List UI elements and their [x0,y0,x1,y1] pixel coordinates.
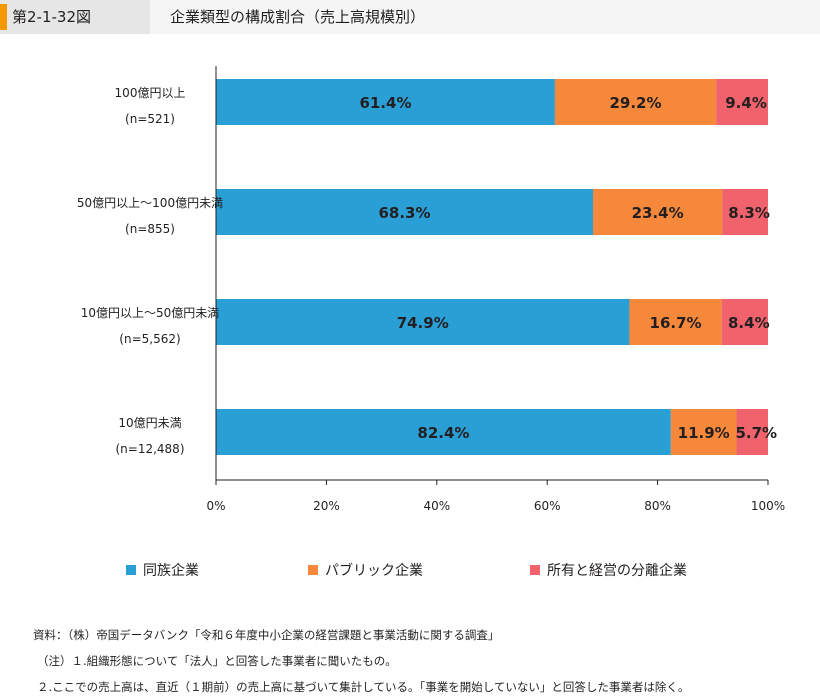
category-count-label: (n=5,562) [119,332,180,346]
category-label: 10億円以上～50億円未満 [81,306,220,320]
data-label: 11.9% [678,424,730,442]
bar-segment [216,189,594,235]
legend-label-separation: 所有と経営の分離企業 [547,563,687,579]
header-accent-bar [0,4,7,30]
legend-swatch-family [126,565,136,575]
note-source: 資料：（株）帝国データバンク「令和６年度中小企業の経営課題と事業活動に関する調査… [33,628,500,642]
note-2: ２.ここでの売上高は、直近（１期前）の売上高に基づいて集計している。「事業を開始… [37,680,690,694]
bar-segment [629,299,722,345]
figure-number: 第2-1-32図 [12,8,91,26]
bar-segment [554,79,717,125]
category-label: 10億円未満 [118,416,181,430]
bar-segment [722,189,768,235]
title-background [150,0,820,34]
data-label: 8.3% [728,204,770,222]
data-label: 8.4% [728,314,770,332]
bar-segment [721,299,768,345]
data-label: 9.4% [725,94,767,112]
data-label: 74.9% [397,314,449,332]
data-label: 82.4% [417,424,469,442]
data-label: 61.4% [359,94,411,112]
legend-item-separation: 所有と経営の分離企業 [530,560,687,580]
legend-item-public: パブリック企業 [308,560,423,580]
bar-segment [593,189,723,235]
bar-segment [736,409,768,455]
legend-label-public: パブリック企業 [325,563,423,579]
bar-segment [216,409,671,455]
figure-title: 企業類型の構成割合（売上高規模別） [170,8,426,26]
x-tick-label: 60% [534,499,561,513]
data-label: 23.4% [632,204,684,222]
bar-segment [670,409,737,455]
x-tick-label: 80% [644,499,671,513]
data-label: 29.2% [609,94,661,112]
legend-item-family: 同族企業 [126,560,199,580]
bar-segment [716,79,768,125]
legend-swatch-public [308,565,318,575]
category-count-label: (n=855) [125,222,175,236]
x-tick-label: 20% [313,499,340,513]
legend-label-family: 同族企業 [143,563,199,579]
stacked-bar-chart: 61.4% 29.2% 9.4% 100億円以上 (n=521) 68.3% 23.4% 8.… [77,66,785,513]
legend-swatch-separation [530,565,540,575]
data-label: 16.7% [650,314,702,332]
x-tick-label: 100% [751,499,785,513]
x-tick-label: 0% [206,499,225,513]
notes: 資料：（株）帝国データバンク「令和６年度中小企業の経営課題と事業活動に関する調査… [33,622,813,700]
category-count-label: (n=12,488) [115,442,184,456]
data-label: 68.3% [378,204,430,222]
x-tick-label: 40% [423,499,450,513]
bar-segment [216,299,630,345]
category-label: 50億円以上～100億円未満 [77,196,223,210]
category-label: 100億円以上 [115,86,186,100]
category-count-label: (n=521) [125,112,175,126]
data-label: 5.7% [735,424,777,442]
bar-segment [216,79,555,125]
note-1: （注）１.組織形態について「法人」と回答した事業者に聞いたもの。 [37,654,397,668]
